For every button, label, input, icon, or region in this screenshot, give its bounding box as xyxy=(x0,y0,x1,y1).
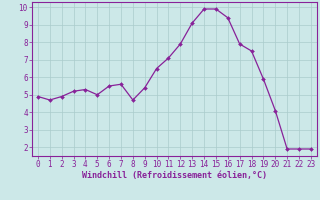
X-axis label: Windchill (Refroidissement éolien,°C): Windchill (Refroidissement éolien,°C) xyxy=(82,171,267,180)
